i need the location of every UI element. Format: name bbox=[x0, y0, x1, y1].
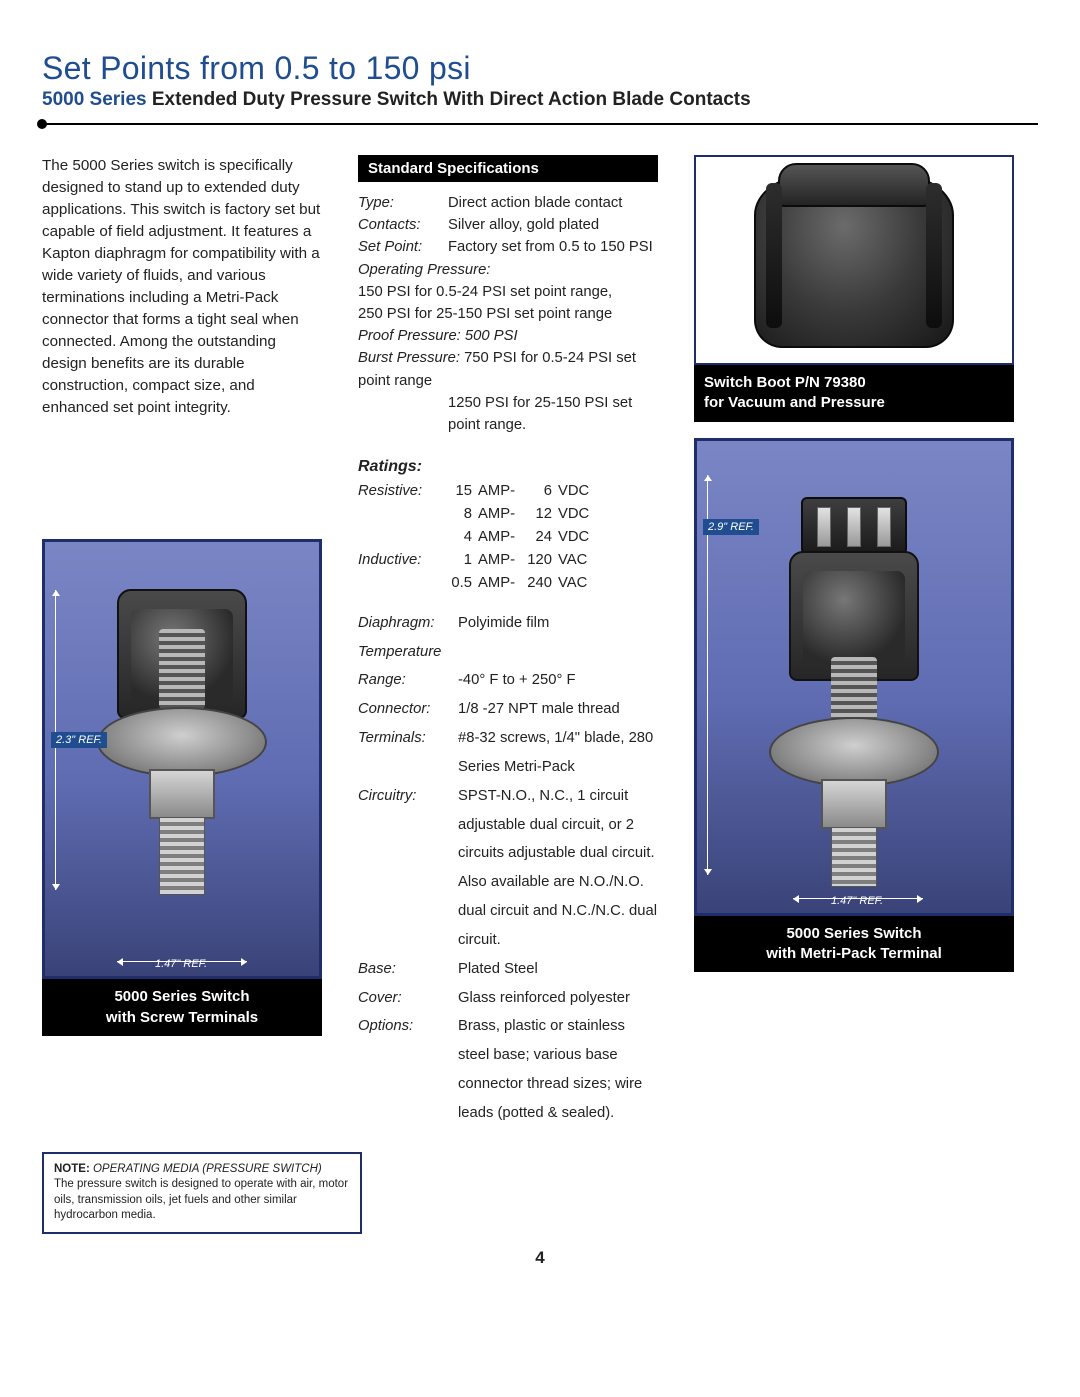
spec-burst-key: Burst Pressure: bbox=[358, 350, 460, 366]
page-title: Set Points from 0.5 to 150 psi bbox=[42, 50, 1038, 87]
spec-oppress-key: Operating Pressure: bbox=[358, 262, 490, 278]
table-row: 0.5AMP-240VAC bbox=[358, 572, 658, 595]
dim-height-label: 2.9" REF. bbox=[703, 519, 759, 535]
note-box: NOTE: OPERATING MEDIA (PRESSURE SWITCH) … bbox=[42, 1152, 362, 1234]
spec-header: Standard Specifications bbox=[358, 155, 658, 182]
intro-paragraph: The 5000 Series switch is specifically d… bbox=[42, 155, 322, 419]
figure-right-caption: 5000 Series Switch with Metri-Pack Termi… bbox=[694, 916, 1014, 973]
dim-width-label: 1.47" REF. bbox=[155, 958, 207, 970]
note-bold: NOTE: bbox=[54, 1163, 90, 1175]
right-column: Switch Boot P/N 79380 for Vacuum and Pre… bbox=[694, 155, 1014, 972]
left-column: The 5000 Series switch is specifically d… bbox=[42, 155, 322, 1036]
spec-type-val: Direct action blade contact bbox=[448, 192, 658, 214]
figure-left-caption: 5000 Series Switch with Screw Terminals bbox=[42, 979, 322, 1036]
details-list: Diaphragm:Polyimide film Temperature Ran… bbox=[358, 609, 658, 1128]
divider-rule bbox=[42, 123, 1038, 125]
note-body: The pressure switch is designed to opera… bbox=[54, 1178, 348, 1221]
dim-line-vertical bbox=[707, 475, 708, 875]
spec-proof: Proof Pressure: 500 PSI bbox=[358, 328, 518, 344]
device-illustration-metripack bbox=[769, 507, 939, 847]
note-italic: OPERATING MEDIA (PRESSURE SWITCH) bbox=[90, 1163, 322, 1175]
page-number: 4 bbox=[42, 1248, 1038, 1268]
spec-type-key: Type: bbox=[358, 192, 448, 214]
figure-left-block: 2.3" REF. 1.47" REF. 5000 Series Switch … bbox=[42, 539, 322, 1036]
spec-setpoint-key: Set Point: bbox=[358, 236, 448, 258]
dim-height-label: 2.3" REF. bbox=[51, 732, 107, 748]
figure-right-block: 2.9" REF. 1.47" REF. 5000 Series Switch … bbox=[694, 438, 1014, 973]
spec-setpoint-val: Factory set from 0.5 to 150 PSI bbox=[448, 236, 658, 258]
spec-oppress-v2: 250 PSI for 25-150 PSI set point range bbox=[358, 303, 658, 325]
boot-caption: Switch Boot P/N 79380 for Vacuum and Pre… bbox=[694, 365, 1014, 422]
spec-burst-v2: 1250 PSI for 25-150 PSI set point range. bbox=[358, 392, 658, 436]
table-row: Resistive: 15AMP-6VDC bbox=[358, 480, 658, 503]
figure-right-box: 2.9" REF. 1.47" REF. bbox=[694, 438, 1014, 916]
subtitle-rest: Extended Duty Pressure Switch With Direc… bbox=[147, 89, 751, 110]
subtitle-accent: 5000 Series bbox=[42, 89, 147, 110]
table-row: 8AMP-12VDC bbox=[358, 503, 658, 526]
boot-figure bbox=[694, 155, 1014, 365]
spec-contacts-val: Silver alloy, gold plated bbox=[448, 214, 658, 236]
spec-oppress-v1: 150 PSI for 0.5-24 PSI set point range, bbox=[358, 281, 658, 303]
boot-block: Switch Boot P/N 79380 for Vacuum and Pre… bbox=[694, 155, 1014, 422]
spec-contacts-key: Contacts: bbox=[358, 214, 448, 236]
page-subtitle: 5000 Series Extended Duty Pressure Switc… bbox=[42, 89, 1038, 111]
device-illustration-screw bbox=[97, 589, 267, 929]
center-column: Standard Specifications Type:Direct acti… bbox=[358, 155, 658, 1128]
table-row: 4AMP-24VDC bbox=[358, 526, 658, 549]
dim-width-label: 1.47" REF. bbox=[831, 895, 883, 907]
figure-left-box: 2.3" REF. 1.47" REF. bbox=[42, 539, 322, 979]
spec-body: Type:Direct action blade contact Contact… bbox=[358, 192, 658, 436]
table-row: Inductive: 1AMP-120VAC bbox=[358, 549, 658, 572]
ratings-title: Ratings: bbox=[358, 458, 658, 476]
ratings-table: Resistive: 15AMP-6VDC 8AMP-12VDC 4AMP-24… bbox=[358, 480, 658, 595]
boot-illustration bbox=[754, 173, 954, 348]
